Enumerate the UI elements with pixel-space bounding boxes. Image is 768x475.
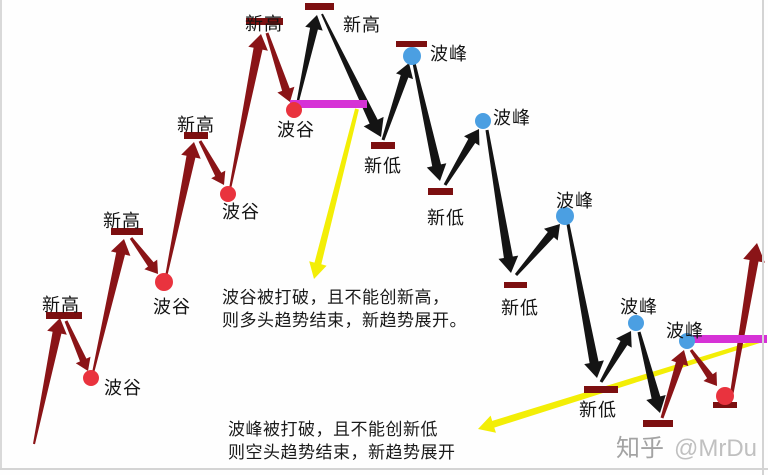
watermark-author-handle: @MrDu [674,435,758,462]
downtrend-arrow [637,331,666,413]
downtrend-arrow [514,224,560,276]
downtrend-arrow [566,223,604,378]
breakout-line [290,100,367,108]
label-new-low: 新低 [427,208,465,228]
crest-dot [679,333,695,349]
window-edge-right [762,0,764,475]
trough-dot [83,370,99,386]
label-new-high: 新高 [103,211,141,231]
label-crest: 波峰 [556,191,594,211]
level-bar [584,386,618,393]
uptrend-arrow [265,32,295,102]
label-trough: 波谷 [153,297,191,317]
crest-break-note-line1: 波峰被打破，且不能创新低 [228,420,438,439]
level-bar [396,41,427,47]
label-new-low: 新低 [579,400,617,420]
label-trough: 波谷 [222,202,260,222]
label-trough: 波谷 [104,378,142,398]
downtrend-arrow [599,331,632,383]
breakout-line [692,335,767,343]
crest-break-note-line2: 则空头趋势结束，新趋势展开 [228,443,456,462]
downtrend-arrow [381,63,413,141]
level-bar [504,282,527,288]
label-crest: 波峰 [620,297,658,317]
trough-break-note-line1: 波谷被打破，且不能创新高， [222,288,450,307]
label-crest: 波峰 [493,108,531,128]
label-new-high: 新高 [42,295,80,315]
watermark-site-logo: 知乎 [616,435,664,462]
watermark: 知乎 @MrDu [616,428,757,463]
label-trough: 波谷 [277,120,315,140]
signal-arrow [478,337,767,433]
uptrend-arrow [229,34,268,190]
level-bar [46,312,82,319]
downtrend-arrow [321,13,384,138]
trough-dot [220,186,236,202]
downtrend-arrow [485,129,519,273]
label-new-high: 新高 [343,15,381,35]
window-edge-bottom [0,468,768,470]
label-new-low: 新低 [501,298,539,318]
label-new-low: 新低 [364,156,402,176]
label-new-high: 新高 [245,14,283,34]
crest-break-note: 波峰被打破，且不能创新低 则空头趋势结束，新趋势展开 [228,418,456,464]
window-edge-left [0,0,2,470]
level-bar [305,3,334,10]
downtrend-arrow [443,129,480,186]
level-bar [643,420,673,427]
level-bar [246,18,283,25]
label-crest: 波峰 [430,44,468,64]
uptrend-arrow [728,243,765,405]
trough-dot [155,273,173,291]
label-crest: 波峰 [666,321,704,341]
uptrend-arrow [660,350,689,419]
trough-break-note: 波谷被打破，且不能创新高， 则多头趋势结束，新趋势展开。 [222,286,467,332]
label-new-high: 新高 [177,115,215,135]
uptrend-arrow [689,349,717,386]
trough-dot [286,102,302,118]
crest-dot [556,207,574,225]
uptrend-arrow [198,140,226,185]
level-bar [111,228,143,235]
uptrend-arrow [33,318,67,445]
crest-dot [628,315,644,331]
level-bar [184,132,208,139]
downtrend-arrow [296,15,323,106]
uptrend-arrow [92,239,131,374]
level-bar [371,142,395,149]
uptrend-arrow [129,237,158,274]
trough-break-note-line2: 则多头趋势结束，新趋势展开。 [222,311,467,330]
trough-dot [716,387,734,405]
level-bar [428,188,453,195]
crest-dot [475,113,491,129]
downtrend-arrow [412,62,447,182]
uptrend-arrow [165,142,201,278]
crest-dot [403,47,421,65]
signal-arrow [309,108,359,279]
uptrend-arrow [64,320,91,371]
